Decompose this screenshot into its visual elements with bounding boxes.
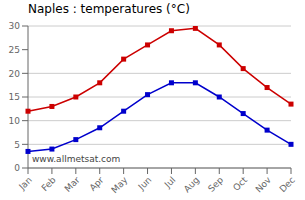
svg-text:Dec: Dec (278, 175, 297, 194)
svg-text:Jul: Jul (162, 175, 177, 190)
svg-text:Nov: Nov (254, 174, 274, 194)
svg-text:15: 15 (9, 92, 20, 102)
svg-text:Aug: Aug (182, 175, 202, 195)
svg-text:Jun: Jun (136, 175, 154, 193)
svg-text:Jan: Jan (16, 175, 34, 193)
svg-text:Oct: Oct (231, 175, 249, 193)
svg-text:Feb: Feb (40, 175, 59, 194)
svg-text:5: 5 (14, 140, 20, 150)
svg-text:10: 10 (9, 116, 21, 126)
html-text:www.allmetsat.com: www.allmetsat.com (32, 154, 121, 164)
svg-text:25: 25 (9, 45, 20, 55)
html-text:Naples : temperatures (°C): Naples : temperatures (°C) (28, 2, 190, 16)
svg-text:20: 20 (9, 69, 21, 79)
svg-text:Mar: Mar (63, 175, 82, 194)
svg-text:Apr: Apr (88, 175, 106, 193)
svg-text:Sep: Sep (206, 175, 225, 194)
svg-text:30: 30 (9, 21, 21, 31)
svg-text:0: 0 (14, 163, 20, 173)
svg-text:May: May (109, 174, 130, 195)
